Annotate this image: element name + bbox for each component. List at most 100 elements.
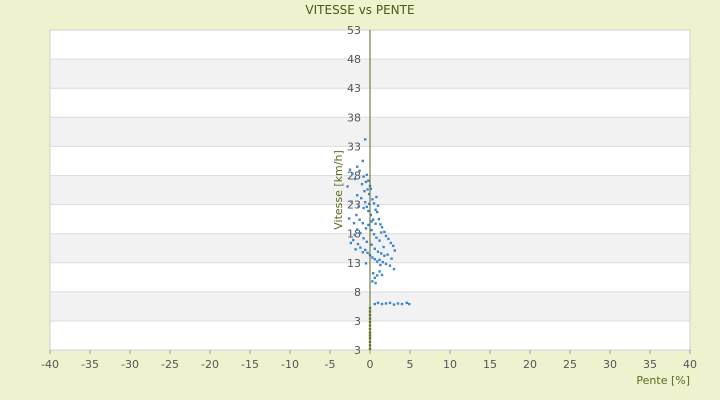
- y-tick-label: 3: [354, 344, 361, 357]
- data-point: [382, 245, 385, 249]
- data-point: [380, 226, 384, 229]
- data-point: [384, 302, 388, 305]
- data-point: [365, 205, 368, 209]
- data-point: [380, 252, 383, 255]
- data-point: [372, 202, 376, 205]
- data-point: [368, 192, 371, 196]
- x-tick-label: -5: [325, 358, 336, 371]
- x-tick-label: -30: [121, 358, 139, 371]
- data-point: [350, 200, 353, 203]
- x-tick-label: -20: [201, 358, 219, 371]
- y-tick-label: 13: [347, 257, 361, 270]
- data-point: [405, 301, 408, 305]
- data-point: [400, 302, 404, 306]
- data-point: [375, 195, 378, 199]
- y-tick-label: 8: [354, 286, 361, 299]
- data-point: [361, 221, 364, 225]
- data-point: [363, 189, 366, 193]
- data-point: [376, 204, 380, 207]
- data-point: [370, 228, 373, 232]
- data-point: [360, 196, 363, 200]
- data-point: [364, 180, 368, 184]
- data-point: [360, 182, 364, 186]
- data-point: [367, 179, 370, 182]
- data-point: [358, 218, 361, 221]
- data-point: [366, 188, 369, 191]
- data-point: [393, 249, 396, 252]
- data-point: [392, 267, 396, 271]
- y-tick-label: 3: [354, 315, 361, 328]
- y-tick-label: 33: [347, 140, 361, 153]
- y-tick-label: 48: [347, 53, 361, 66]
- data-point: [384, 262, 388, 266]
- data-point: [356, 228, 359, 231]
- data-point: [361, 159, 364, 163]
- x-tick-label: 20: [523, 358, 537, 371]
- data-points: [346, 138, 411, 351]
- x-tick-label: 30: [603, 358, 617, 371]
- data-point: [379, 263, 382, 267]
- data-point: [373, 276, 376, 280]
- data-point: [370, 220, 373, 223]
- x-tick-label: 25: [563, 358, 577, 371]
- data-point: [367, 209, 370, 213]
- data-point: [372, 272, 375, 275]
- data-point: [356, 194, 359, 197]
- data-point: [351, 172, 354, 175]
- data-point: [364, 138, 367, 141]
- x-axis-label: Pente [%]: [636, 374, 690, 387]
- data-point: [384, 234, 388, 238]
- data-point: [389, 241, 392, 245]
- data-point: [371, 280, 374, 283]
- data-point: [370, 243, 373, 246]
- data-point: [380, 302, 384, 306]
- data-point: [381, 260, 384, 264]
- data-point: [348, 217, 351, 220]
- data-point: [376, 301, 380, 305]
- data-point: [359, 231, 362, 235]
- y-axis-label: Vitesse [km/h]: [332, 150, 345, 230]
- x-tick-label: -40: [41, 358, 59, 371]
- data-point: [392, 244, 395, 248]
- x-tick-labels: -40 -35 -30 -25 -20 -15 -10 -5 0 5 10 15 20 25 30 35 40: [41, 350, 697, 371]
- y-tick-label: 38: [347, 111, 361, 124]
- data-point: [354, 248, 357, 251]
- data-point: [392, 303, 396, 306]
- y-tick-label: 28: [347, 170, 361, 183]
- data-point: [388, 264, 392, 267]
- data-point: [387, 237, 390, 241]
- data-point: [368, 202, 371, 206]
- data-point: [377, 217, 380, 221]
- data-point: [380, 231, 383, 234]
- data-point: [365, 173, 368, 177]
- data-point: [365, 240, 368, 243]
- data-point: [373, 258, 376, 261]
- data-point: [362, 237, 365, 240]
- data-point: [346, 185, 349, 188]
- data-point: [380, 273, 384, 277]
- x-tick-label: 15: [483, 358, 497, 371]
- data-point: [364, 201, 367, 204]
- data-point: [371, 198, 374, 201]
- y-tick-label: 53: [347, 24, 361, 37]
- data-point: [408, 302, 411, 306]
- x-tick-label: 35: [643, 358, 657, 371]
- data-point: [369, 187, 372, 191]
- data-point: [362, 175, 365, 178]
- x-tick-label: 5: [407, 358, 414, 371]
- x-tick-label: -35: [81, 358, 99, 371]
- data-point: [361, 251, 364, 254]
- data-point: [386, 253, 389, 256]
- data-point: [364, 227, 368, 230]
- data-point: [376, 260, 379, 263]
- data-point: [355, 213, 358, 217]
- data-point: [374, 222, 377, 225]
- data-point: [373, 247, 376, 250]
- data-point: [353, 177, 356, 181]
- data-point: [372, 233, 376, 236]
- data-point: [359, 246, 362, 249]
- data-point: [364, 262, 368, 265]
- data-point: [374, 281, 377, 285]
- data-point: [379, 223, 382, 226]
